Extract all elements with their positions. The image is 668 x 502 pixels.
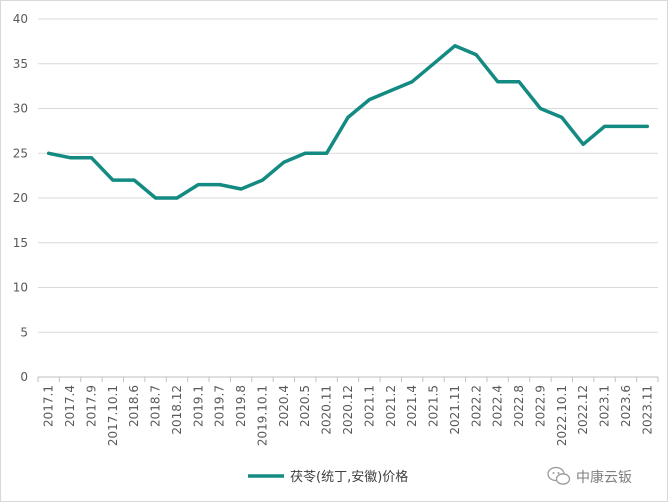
y-tick-label: 30 (13, 102, 28, 116)
x-tick-label: 2019.7 (213, 385, 227, 427)
x-tick-label: 2020.4 (277, 385, 291, 427)
legend[interactable]: 茯苓(统丁,安徽)价格 (248, 469, 408, 485)
x-tick-label: 2022.2 (469, 385, 483, 427)
data-point (218, 183, 221, 186)
x-tick-label: 2020.5 (298, 385, 312, 427)
data-point (517, 80, 521, 83)
x-tick-label: 2018.12 (170, 385, 184, 435)
y-tick-label: 35 (13, 57, 28, 71)
data-point (432, 62, 435, 65)
data-point (175, 196, 179, 200)
wechat-icon (547, 466, 571, 485)
x-tick-label: 2017.1 (42, 385, 56, 427)
x-axis (37, 376, 659, 382)
x-tick-label: 2019.1 (191, 385, 205, 427)
x-tick-label: 2021.11 (448, 385, 462, 435)
y-tick-label: 10 (13, 281, 28, 295)
x-tick-label: 2019.10.1 (255, 385, 269, 446)
x-tick-label: 2022.10.1 (555, 385, 569, 446)
x-tick-label: 2021.5 (427, 385, 441, 427)
data-point (410, 80, 414, 83)
x-axis-ticks: 2017.1 2017.4 2017.9 2017.10.1 2018.6 2018.7 2… (42, 385, 655, 446)
data-point (197, 183, 200, 186)
data-point (560, 116, 563, 119)
x-tick-label: 2020.12 (341, 385, 355, 435)
x-tick-label: 2018.6 (127, 385, 141, 427)
data-point (346, 116, 350, 119)
y-axis-ticks: 0 5 10 15 20 25 30 35 40 (13, 12, 28, 384)
data-point (154, 196, 157, 200)
data-point (111, 178, 115, 182)
data-point (282, 161, 286, 164)
data-point (261, 178, 264, 182)
data-point (539, 107, 542, 110)
data-point (475, 53, 478, 56)
y-tick-label: 40 (13, 12, 28, 26)
x-tick-label: 2023.6 (619, 385, 633, 427)
data-point (496, 80, 499, 83)
x-tick-label: 2017.9 (84, 385, 98, 427)
data-point (47, 152, 50, 155)
x-tick-label: 2021.4 (405, 385, 419, 427)
legend-label: 茯苓(统丁,安徽)价格 (290, 469, 408, 485)
watermark-text: 中康云钣 (576, 469, 632, 486)
x-tick-label: 2022.9 (533, 385, 547, 427)
data-point (304, 152, 307, 155)
x-tick-label: 2021.1 (362, 385, 376, 427)
data-point (133, 178, 136, 182)
y-tick-label: 0 (20, 370, 28, 384)
y-tick-label: 5 (20, 325, 28, 339)
x-tick-label: 2018.7 (149, 385, 163, 427)
data-point (624, 125, 628, 128)
data-point (68, 156, 72, 159)
data-point (646, 125, 649, 128)
data-point (368, 98, 371, 101)
y-tick-label: 15 (13, 236, 28, 250)
x-tick-label: 2017.10.1 (106, 385, 120, 446)
x-tick-label: 2023.1 (598, 385, 612, 427)
y-tick-label: 25 (13, 146, 28, 160)
x-tick-label: 2017.4 (63, 385, 77, 427)
data-point (239, 187, 243, 191)
data-point (389, 89, 392, 92)
data-point (453, 44, 457, 48)
x-tick-label: 2023.11 (640, 385, 654, 435)
data-point (581, 143, 585, 146)
x-tick-label: 2022.8 (512, 385, 526, 427)
x-tick-label: 2020.11 (320, 385, 334, 435)
y-tick-label: 20 (13, 191, 28, 205)
data-point (325, 152, 328, 155)
x-tick-label: 2019.8 (234, 385, 248, 427)
x-tick-label: 2022.4 (491, 385, 505, 427)
watermark: 中康云钣 (547, 466, 632, 486)
x-tick-label: 2022.12 (576, 385, 590, 435)
data-point (90, 156, 93, 159)
data-point (603, 125, 606, 128)
series-line (46, 44, 650, 200)
gridlines (38, 18, 658, 333)
series-group (46, 44, 650, 200)
x-tick-label: 2021.2 (384, 385, 398, 427)
